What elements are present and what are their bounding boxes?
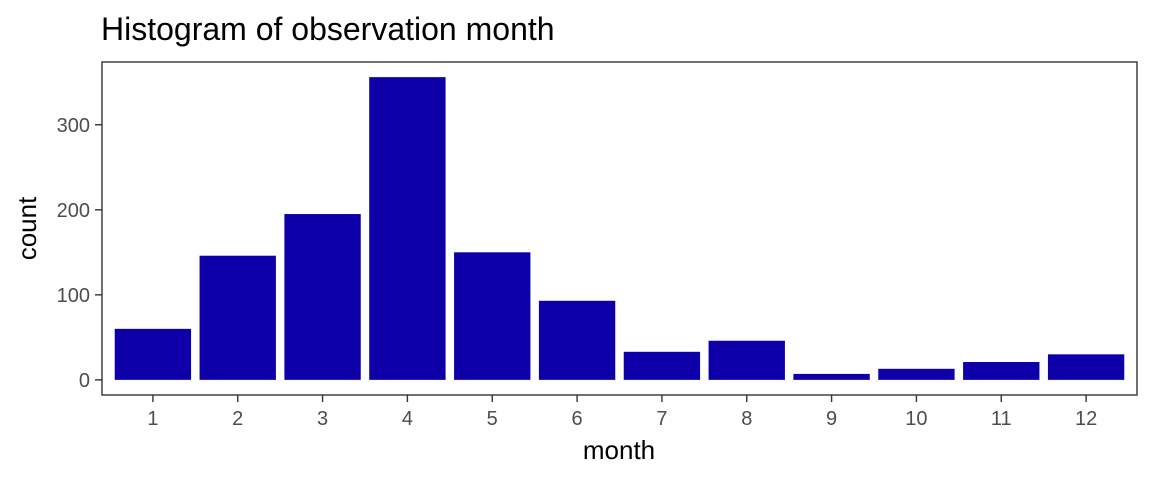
x-tick-label: 5	[487, 408, 498, 430]
x-tick-label: 7	[656, 408, 667, 430]
plot-panel-border	[101, 61, 1138, 396]
y-tick-label: 0	[79, 370, 90, 392]
x-tick-label: 4	[402, 408, 413, 430]
y-tick-label: 100	[57, 285, 90, 307]
bars-group	[114, 77, 1125, 380]
bar-month-11	[963, 362, 1040, 380]
bar-month-8	[708, 340, 785, 380]
x-tick-label: 6	[572, 408, 583, 430]
bar-month-12	[1047, 354, 1125, 380]
bar-month-7	[623, 351, 701, 380]
bar-month-9	[793, 373, 870, 380]
bar-month-5	[454, 252, 531, 380]
chart-title: Histogram of observation month	[101, 11, 555, 47]
x-tick-label: 12	[1075, 408, 1097, 430]
x-axis-title: month	[583, 435, 655, 465]
x-tick-label: 9	[826, 408, 837, 430]
x-tick-label: 2	[232, 408, 243, 430]
bar-month-2	[199, 255, 276, 380]
bar-month-10	[878, 368, 955, 380]
y-axis-title: count	[12, 196, 42, 260]
x-tick-label: 10	[905, 408, 927, 430]
x-tick-label: 11	[991, 408, 1012, 430]
y-tick-label: 300	[57, 115, 90, 137]
bar-month-6	[538, 300, 616, 380]
bar-month-3	[284, 214, 361, 380]
x-tick-label: 8	[741, 408, 752, 430]
y-axis: 0 100 200 300	[57, 115, 102, 392]
y-tick-label: 200	[57, 200, 90, 222]
bar-month-1	[114, 328, 192, 380]
bar-month-4	[369, 77, 446, 380]
x-axis: 1 2 3 4 5 6 7 8 9 10 11 12	[147, 395, 1097, 430]
x-tick-label: 1	[147, 408, 158, 430]
x-tick-label: 3	[317, 408, 328, 430]
